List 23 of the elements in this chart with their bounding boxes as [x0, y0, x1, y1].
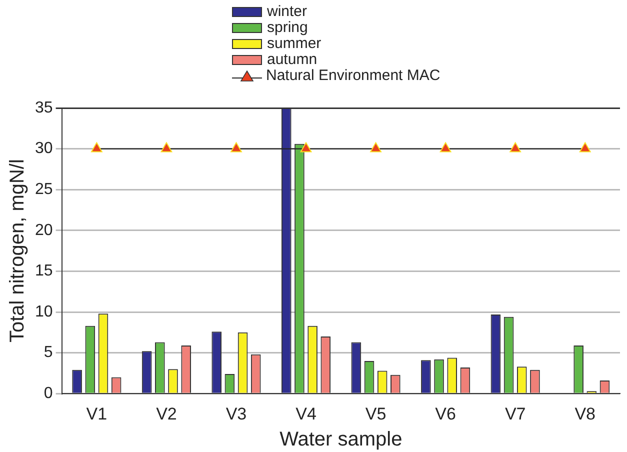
- y-tick-label: 20: [35, 222, 53, 239]
- legend-label: autumn: [267, 51, 318, 68]
- x-tick-label: V5: [365, 404, 386, 424]
- y-tick-label: 15: [35, 262, 53, 280]
- x-tick-label: V6: [435, 404, 456, 424]
- legend-label: Natural Environment MAC: [266, 67, 440, 84]
- y-tick-label: 10: [35, 303, 53, 320]
- y-tick-label: 0: [44, 385, 53, 402]
- x-tick-label: V7: [504, 404, 526, 424]
- legend-label: summer: [267, 35, 322, 52]
- x-axis-title: Water sample: [280, 428, 402, 451]
- y-tick-label: 25: [35, 181, 53, 198]
- y-tick-label: 30: [35, 140, 53, 158]
- y-tick-label: 5: [44, 344, 53, 362]
- y-axis-title: Total nitrogen, mgN/l: [6, 159, 29, 343]
- legend-label: winter: [267, 3, 308, 20]
- x-tick-label: V2: [156, 404, 177, 424]
- legend-label: spring: [267, 19, 308, 36]
- y-tick-label: 35: [35, 99, 53, 116]
- x-tick-label: V3: [226, 404, 247, 424]
- x-tick-label: V4: [296, 404, 316, 424]
- x-tick-label: V1: [86, 404, 108, 424]
- x-tick-label: V8: [574, 404, 596, 424]
